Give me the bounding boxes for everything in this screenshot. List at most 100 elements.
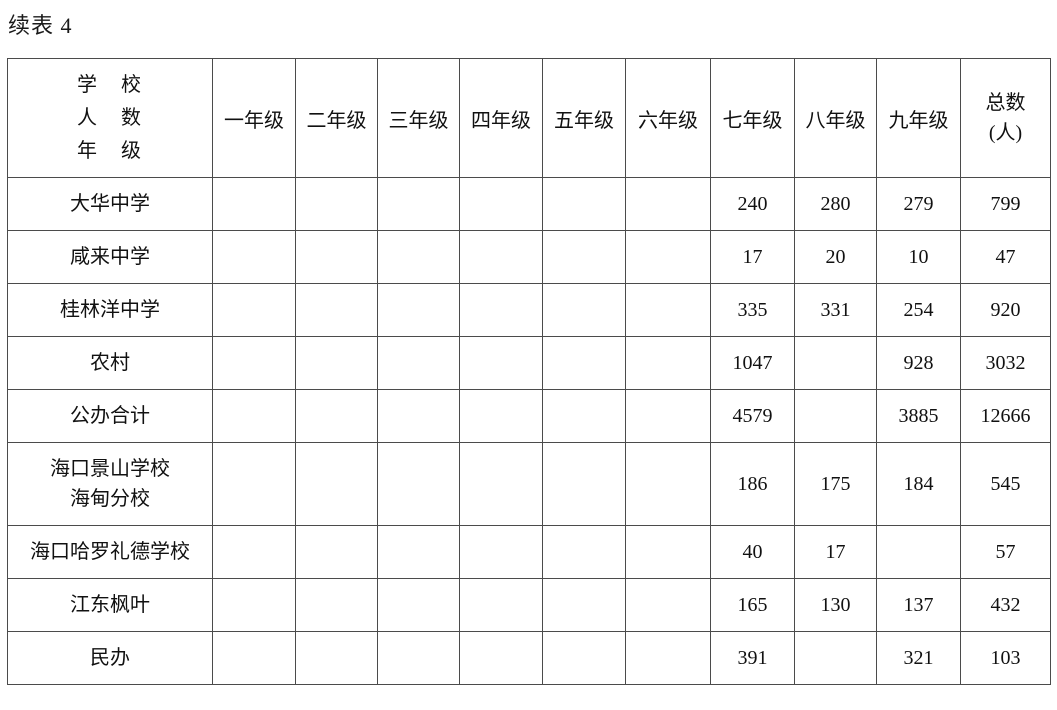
- value-cell: [295, 578, 378, 632]
- value-cell: 799: [960, 177, 1051, 231]
- value-cell: [377, 389, 460, 443]
- value-cell: [212, 442, 296, 526]
- value-cell: [295, 631, 378, 685]
- value-cell: 545: [960, 442, 1051, 526]
- grade-header-cell: 四年级: [459, 58, 543, 178]
- value-cell: [794, 389, 877, 443]
- table-body: 大华中学 240 280 279 799 咸来中学 17 20 10 47 桂林洋中学 335 331 2…: [7, 177, 1051, 685]
- value-cell: [377, 631, 460, 685]
- value-cell: [295, 336, 378, 390]
- value-cell: [625, 283, 711, 337]
- school-name-cell: 江东枫叶: [7, 578, 213, 632]
- value-cell: [794, 336, 877, 390]
- value-cell: [212, 631, 296, 685]
- corner-header-line: 年 级: [77, 139, 143, 162]
- school-name-line: 大华中学: [70, 193, 150, 215]
- enrollment-table: 学 校人 数年 级 一年级 二年级 三年级 四年级 五年级 六年级 七年级 八年级 九年级 总数 (…: [7, 58, 1051, 685]
- value-cell: [625, 631, 711, 685]
- value-cell: 17: [710, 230, 795, 284]
- value-cell: [212, 177, 296, 231]
- value-cell: 165: [710, 578, 795, 632]
- value-cell: 280: [794, 177, 877, 231]
- school-name-cell: 大华中学: [7, 177, 213, 231]
- value-cell: 331: [794, 283, 877, 337]
- value-cell: [459, 525, 543, 579]
- value-cell: [377, 336, 460, 390]
- school-name-line: 江东枫叶: [70, 594, 150, 616]
- value-cell: [295, 177, 378, 231]
- school-name-cell: 海口景山学校 海甸分校: [7, 442, 213, 526]
- grade-header-cell: 九年级: [876, 58, 961, 178]
- value-cell: 186: [710, 442, 795, 526]
- value-cell: [212, 283, 296, 337]
- value-cell: [377, 525, 460, 579]
- value-cell: [625, 389, 711, 443]
- value-cell: [542, 525, 626, 579]
- value-cell: [295, 442, 378, 526]
- value-cell: [377, 283, 460, 337]
- value-cell: [295, 389, 378, 443]
- corner-header-cell: 学 校人 数年 级: [7, 58, 213, 178]
- value-cell: 10: [876, 230, 961, 284]
- school-name-line: 咸来中学: [70, 246, 150, 268]
- value-cell: [459, 631, 543, 685]
- value-cell: [625, 230, 711, 284]
- table-row: 民办 391 321 103: [7, 631, 1051, 685]
- value-cell: 103: [960, 631, 1051, 685]
- value-cell: 137: [876, 578, 961, 632]
- value-cell: 3032: [960, 336, 1051, 390]
- school-name-cell: 咸来中学: [7, 230, 213, 284]
- grade-header-cell: 二年级: [295, 58, 378, 178]
- value-cell: 240: [710, 177, 795, 231]
- value-cell: [542, 578, 626, 632]
- value-cell: [212, 578, 296, 632]
- value-cell: [459, 230, 543, 284]
- value-cell: [625, 442, 711, 526]
- school-name-line: 桂林洋中学: [60, 299, 160, 321]
- value-cell: 391: [710, 631, 795, 685]
- value-cell: [542, 442, 626, 526]
- value-cell: [876, 525, 961, 579]
- total-header-line: (人): [988, 122, 1023, 144]
- grade-header-cell: 六年级: [625, 58, 711, 178]
- value-cell: [542, 389, 626, 443]
- value-cell: [295, 525, 378, 579]
- value-cell: [377, 177, 460, 231]
- table-row: 公办合计 4579 3885 12666: [7, 389, 1051, 443]
- corner-header-line: 人 数: [77, 106, 143, 129]
- table-caption: 续表 4: [8, 13, 73, 38]
- value-cell: [625, 177, 711, 231]
- corner-header-line: 学 校: [77, 73, 143, 96]
- total-header-cell: 总数 (人): [960, 58, 1051, 178]
- school-name-line: 海甸分校: [70, 488, 150, 510]
- school-name-line: 海口景山学校: [50, 458, 170, 480]
- value-cell: [459, 336, 543, 390]
- grade-header-cell: 五年级: [542, 58, 626, 178]
- value-cell: 254: [876, 283, 961, 337]
- table-row: 大华中学 240 280 279 799: [7, 177, 1051, 231]
- value-cell: 20: [794, 230, 877, 284]
- header-row: 学 校人 数年 级 一年级 二年级 三年级 四年级 五年级 六年级 七年级 八年级 九年级 总数 (…: [7, 58, 1051, 178]
- value-cell: [212, 525, 296, 579]
- value-cell: 40: [710, 525, 795, 579]
- table-row: 江东枫叶 165 130 137 432: [7, 578, 1051, 632]
- total-header-line: 总数: [985, 92, 1026, 114]
- value-cell: [459, 442, 543, 526]
- school-name-line: 农村: [90, 352, 130, 374]
- value-cell: 335: [710, 283, 795, 337]
- value-cell: 920: [960, 283, 1051, 337]
- value-cell: 4579: [710, 389, 795, 443]
- school-name-line: 民办: [90, 647, 130, 669]
- table-row: 农村 1047 928 3032: [7, 336, 1051, 390]
- school-name-cell: 海口哈罗礼德学校: [7, 525, 213, 579]
- value-cell: 175: [794, 442, 877, 526]
- value-cell: 432: [960, 578, 1051, 632]
- table-row: 桂林洋中学 335 331 254 920: [7, 283, 1051, 337]
- value-cell: 12666: [960, 389, 1051, 443]
- value-cell: [212, 230, 296, 284]
- value-cell: [459, 389, 543, 443]
- school-name-cell: 公办合计: [7, 389, 213, 443]
- value-cell: [377, 230, 460, 284]
- value-cell: 130: [794, 578, 877, 632]
- value-cell: [542, 336, 626, 390]
